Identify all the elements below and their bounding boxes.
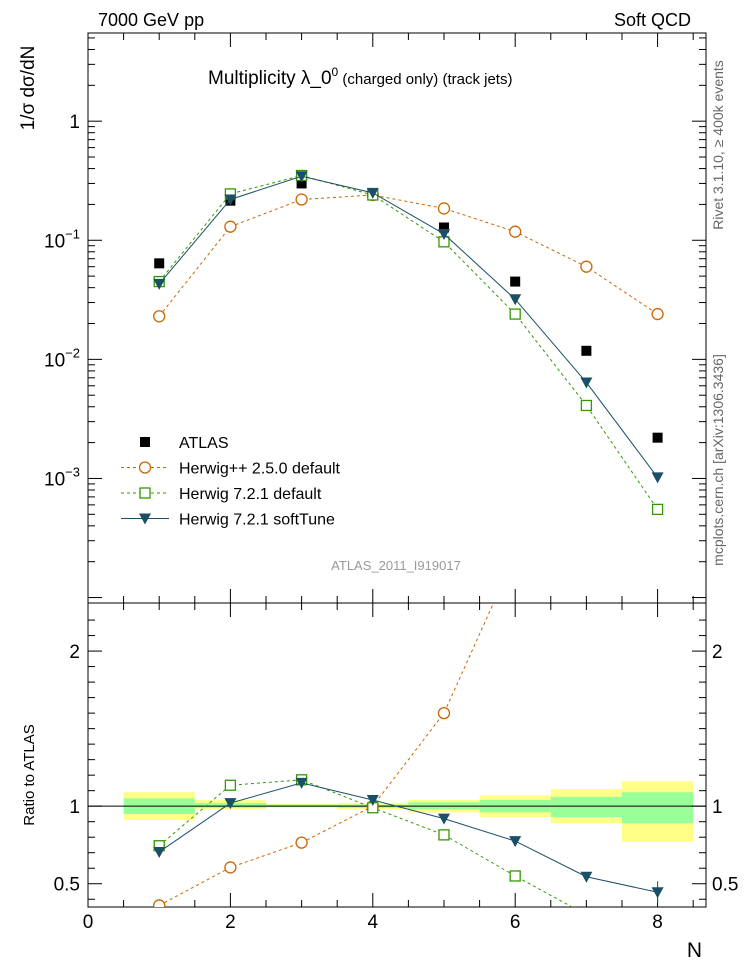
ratio-frame (87, 602, 707, 908)
ratio-series (153, 180, 664, 920)
ratio-tick-label-right: 1 (712, 797, 723, 818)
herwig-7-2-1-default-ratio-point-6 (509, 870, 521, 882)
y-tick-base: 10 (44, 231, 65, 252)
herwig-7-2-1-default-ratio-point-5 (438, 829, 450, 841)
y-tick-base: 10 (44, 469, 65, 490)
rivet-version: Rivet 3.1.10, ≥ 400k events (710, 60, 726, 230)
plot-title: Multiplicity λ_00 (charged only) (track … (208, 65, 512, 89)
x-tick-label: 4 (368, 912, 379, 933)
herwig-7-2-1-default-point-7 (580, 399, 593, 412)
herwig-2-5-0-default-point-5 (437, 202, 451, 215)
band-inner-8 (621, 792, 694, 824)
herwig-7-2-1-softtune-ratio-point-6 (509, 836, 522, 848)
atlas-point-6 (510, 276, 521, 287)
herwig-2-5-0-default-point-7 (580, 260, 593, 273)
legend: ATLAS Herwig++ 2.5.0 default Herwig 7.2.1 … (121, 435, 341, 529)
herwig-7-2-1-softtune-point-3 (295, 171, 308, 183)
herwig-7-2-1-softtune-point-4 (366, 187, 379, 199)
herwig-7-2-1-softtune-ratio-point-5 (437, 813, 450, 825)
atlas-point-3 (296, 178, 307, 189)
ratio-tick-label-right: 0.5 (712, 875, 738, 896)
header-left: 7000 GeV pp (98, 10, 204, 30)
atlas-point-8 (652, 432, 663, 443)
y-tick-exponent: −1 (65, 226, 80, 241)
band-inner-7 (550, 796, 622, 818)
main-series (153, 169, 664, 516)
herwig-2-5-0-default-point-6 (509, 225, 522, 238)
herwig-2-5-0-default-ratio-point-2 (224, 861, 237, 874)
y-tick-label: 10−3 (44, 464, 80, 490)
y-tick-label: 1 (69, 112, 80, 133)
herwig-2-5-0-default-ratio-line (158, 603, 495, 906)
herwig-7-2-1-softtune-point-2 (224, 194, 237, 206)
atlas-legend-label: ATLAS (179, 435, 229, 452)
herwig-2-5-0-default-legend-label: Herwig++ 2.5.0 default (179, 461, 341, 478)
herwig-2-5-0-default-line (158, 194, 658, 317)
y-tick-exponent: −2 (65, 345, 80, 360)
herwig-7-2-1-softtune-legend-label: Herwig 7.2.1 softTune (179, 512, 335, 529)
herwig-7-2-1-softtune-point-6 (509, 294, 522, 306)
herwig-7-2-1-default-ratio-point-2 (224, 779, 237, 791)
x-tick-label: 8 (652, 912, 663, 933)
herwig-2-5-0-default-point-3 (295, 193, 308, 206)
herwig-2-5-0-default-legend-marker (138, 461, 152, 474)
herwig-7-2-1-softtune-ratio-point-1 (153, 846, 166, 858)
herwig-7-2-1-softtune-legend-marker (139, 513, 151, 525)
y-tick-exponent: −3 (65, 464, 80, 479)
herwig-2-5-0-default-point-1 (153, 310, 166, 323)
atlas-point-5 (438, 222, 449, 233)
axis-ticks (87, 33, 706, 907)
atlas-point-1 (154, 258, 165, 269)
mcplots-credit: mcplots.cern.ch [arXiv:1306.3436] (710, 354, 726, 566)
y-axis-label: 1/σ dσ/dN (18, 46, 39, 131)
herwig-2-5-0-default-ratio-point-1 (153, 899, 166, 907)
y-tick-base: 1 (69, 112, 80, 133)
herwig-7-2-1-softtune-point-8 (651, 472, 664, 484)
x-axis-label: N (687, 939, 702, 962)
herwig-2-5-0-default-ratio-point-3 (295, 836, 308, 849)
atlas-point-7 (581, 345, 592, 356)
herwig-2-5-0-default-point-8 (651, 307, 664, 321)
herwig-7-2-1-softtune-line (158, 175, 658, 478)
herwig-7-2-1-default-point-6 (509, 308, 521, 320)
herwig-2-5-0-default-ratio-point-5 (437, 706, 451, 720)
x-tick-label: 6 (510, 912, 521, 933)
ratio-tick-label-left: 1 (69, 797, 80, 818)
herwig-7-2-1-softtune-ratio-point-2 (224, 798, 237, 810)
header-right: Soft QCD (614, 10, 691, 30)
herwig-7-2-1-default-legend-marker (139, 487, 151, 499)
ratio-tick-label-left: 2 (69, 642, 80, 663)
y-tick-label: 10−1 (44, 226, 80, 252)
herwig-7-2-1-default-ratio-point-7 (581, 910, 591, 920)
herwig-7-2-1-softtune-ratio-point-4 (366, 794, 379, 806)
ratio-error-bands (88, 781, 706, 842)
ratio-tick-label-right: 2 (712, 642, 723, 663)
herwig-7-2-1-softtune-ratio-line (158, 782, 658, 893)
ratio-tick-label-left: 0.5 (54, 875, 80, 896)
atlas-legend-marker (140, 437, 150, 447)
herwig-7-2-1-softtune-ratio-point-3 (295, 777, 308, 789)
herwig-7-2-1-softtune-point-1 (153, 278, 166, 290)
ratio-axis-label: Ratio to ATLAS (21, 724, 38, 825)
herwig-7-2-1-default-line (158, 174, 658, 510)
y-tick-base: 10 (44, 350, 65, 371)
herwig-2-5-0-default-point-2 (224, 220, 237, 233)
y-tick-label: 10−2 (44, 345, 80, 371)
herwig-7-2-1-softtune-point-5 (437, 228, 450, 240)
herwig-7-2-1-softtune-point-7 (580, 377, 593, 389)
x-tick-label: 0 (83, 912, 94, 933)
herwig-7-2-1-default-point-8 (651, 503, 664, 516)
herwig-2-5-0-default-ratio-point-6 (510, 549, 521, 560)
herwig-2-5-0-default-ratio-point-7 (581, 180, 592, 191)
herwig-7-2-1-default-legend-label: Herwig 7.2.1 default (179, 486, 322, 503)
x-tick-label: 2 (225, 912, 236, 933)
analysis-watermark: ATLAS_2011_I919017 (331, 558, 461, 573)
